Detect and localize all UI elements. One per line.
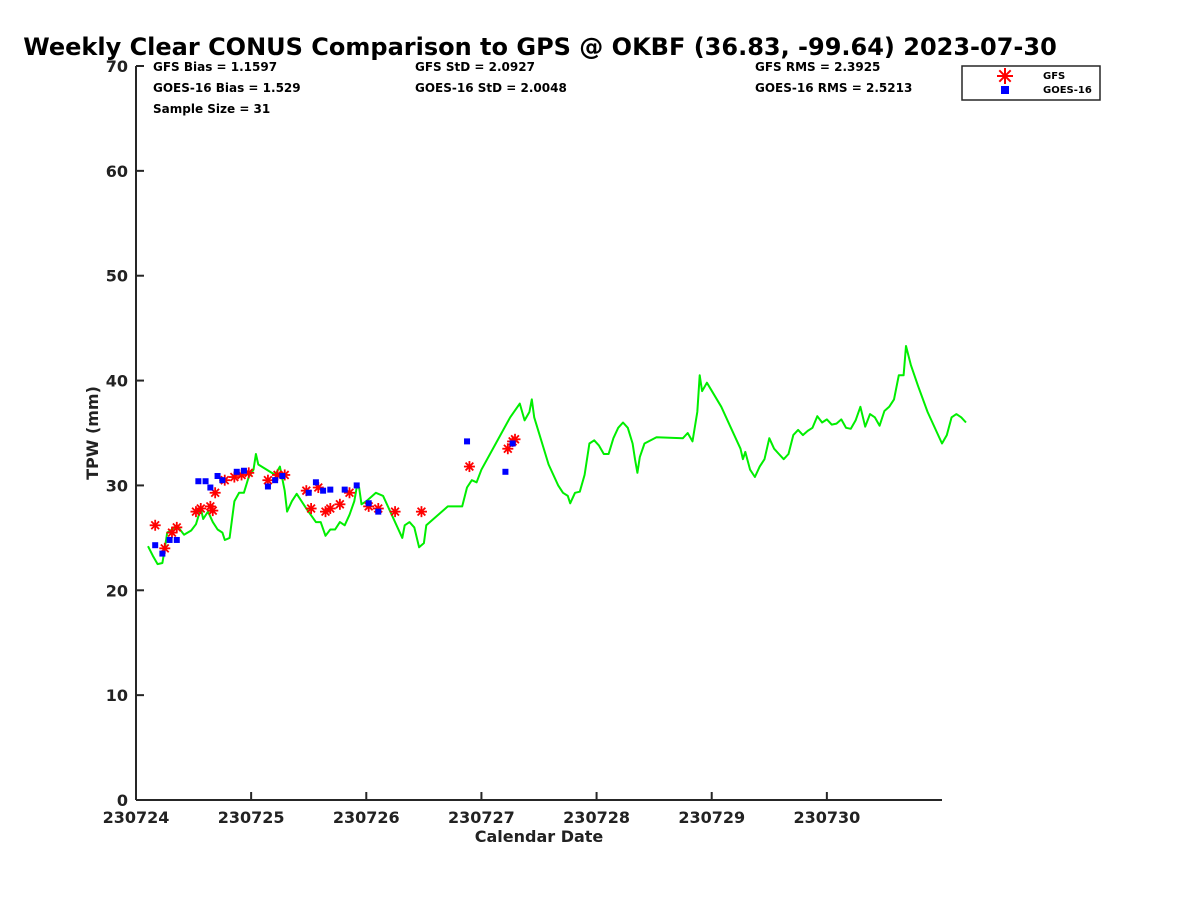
- x-tick-label-3: 230727: [448, 808, 515, 827]
- x-tick-label-4: 230728: [563, 808, 630, 827]
- goes-point-6: [207, 484, 214, 491]
- stat-gfs-bias: GFS Bias = 1.1597: [153, 60, 277, 74]
- series-line-layer: [147, 345, 967, 566]
- y-axis-label: TPW (mm): [83, 386, 102, 480]
- x-tick-label-1: 230725: [218, 808, 285, 827]
- gfs-point-27: [463, 461, 475, 473]
- goes-point-24: [509, 440, 516, 447]
- x-tick-label-2: 230726: [333, 808, 400, 827]
- legend: GFS GOES-16: [961, 65, 1101, 101]
- y-tick-label-4: 40: [106, 372, 128, 391]
- y-tick-label-5: 50: [106, 267, 128, 286]
- gfs-point-25: [389, 506, 401, 518]
- goes-point-18: [341, 486, 348, 493]
- series-line-trace: [147, 345, 967, 566]
- y-tick-label-0: 0: [117, 791, 128, 810]
- goes-point-8: [219, 477, 226, 484]
- gfs-point-20: [324, 502, 336, 514]
- chart-title: Weekly Clear CONUS Comparison to GPS @ O…: [23, 33, 1057, 61]
- goes-point-12: [272, 477, 279, 484]
- x-tick-label-0: 230724: [103, 808, 170, 827]
- y-ticks: 0 10 20 30 40 50 60 70: [106, 57, 144, 810]
- y-tick-label-2: 20: [106, 581, 128, 600]
- goes-point-22: [464, 438, 471, 445]
- plot-area: [147, 345, 967, 566]
- goes-point-10: [240, 467, 247, 474]
- gfs-point-26: [415, 506, 427, 518]
- gfs-point-0: [149, 519, 161, 531]
- goes-point-21: [375, 508, 382, 515]
- x-tick-label-5: 230729: [678, 808, 745, 827]
- gfs-point-3: [171, 521, 183, 533]
- stats-block: GFS Bias = 1.1597 GOES-16 Bias = 1.529 S…: [153, 60, 912, 116]
- goes-point-0: [152, 542, 159, 549]
- stat-goes-std: GOES-16 StD = 2.0048: [415, 81, 567, 95]
- goes-point-16: [320, 487, 327, 494]
- y-tick-label-6: 60: [106, 162, 128, 181]
- goes-point-19: [353, 482, 360, 489]
- goes-point-13: [279, 472, 286, 479]
- legend-goes-marker: [1001, 86, 1009, 94]
- goes-point-14: [305, 489, 312, 496]
- goes-point-1: [159, 550, 166, 557]
- legend-box: [961, 65, 1101, 101]
- gfs-point-17: [305, 502, 317, 514]
- x-tick-label-6: 230730: [793, 808, 860, 827]
- gfs-point-21: [334, 498, 346, 510]
- goes-point-9: [233, 468, 240, 475]
- goes-point-23: [502, 468, 509, 475]
- goes-point-15: [312, 479, 319, 486]
- goes-point-2: [166, 536, 173, 543]
- legend-gfs-marker: [997, 68, 1013, 84]
- goes-point-3: [173, 536, 180, 543]
- stat-goes-bias: GOES-16 Bias = 1.529: [153, 81, 301, 95]
- y-tick-label-3: 30: [106, 476, 128, 495]
- y-tick-label-7: 70: [106, 57, 128, 76]
- y-tick-label-1: 10: [106, 686, 128, 705]
- gfs-point-5: [195, 502, 207, 514]
- goes-point-5: [202, 478, 209, 485]
- goes-point-17: [327, 486, 334, 493]
- goes-point-20: [365, 500, 372, 507]
- stat-sample-size: Sample Size = 31: [153, 102, 270, 116]
- axes: [135, 66, 942, 801]
- goes-point-4: [195, 478, 202, 485]
- x-ticks: 230724 230725 230726 230727 230728 230729 2307…: [103, 792, 860, 827]
- legend-label-gfs: GFS: [1043, 71, 1065, 82]
- legend-label-goes: GOES-16: [1043, 85, 1092, 96]
- goes-point-7: [214, 472, 221, 479]
- stat-goes-rms: GOES-16 RMS = 2.5213: [755, 81, 912, 95]
- stat-gfs-std: GFS StD = 2.0927: [415, 60, 535, 74]
- x-axis-label: Calendar Date: [475, 827, 604, 846]
- series-goes-layer: [152, 438, 516, 557]
- goes-point-11: [264, 483, 271, 490]
- gfs-point-7: [207, 505, 219, 517]
- stat-gfs-rms: GFS RMS = 2.3925: [755, 60, 880, 74]
